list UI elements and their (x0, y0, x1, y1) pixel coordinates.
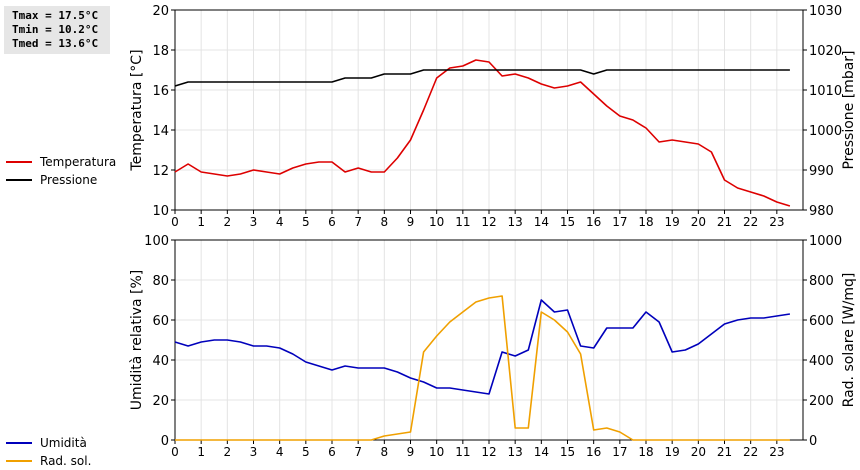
legend-swatch (6, 161, 32, 163)
x-tick-label: 3 (250, 445, 258, 459)
legend-top: Temperatura Pressione (6, 153, 116, 189)
x-tick-label: 17 (612, 445, 627, 459)
legend-label: Umidità (40, 436, 87, 450)
y2-tick-label: 800 (809, 274, 834, 289)
x-tick-label: 21 (717, 215, 732, 229)
x-tick-label: 9 (407, 215, 415, 229)
x-tick-label: 3 (250, 215, 258, 229)
y-tick-label: 100 (144, 234, 169, 249)
legend-swatch (6, 442, 32, 444)
series-line-rad-sol- (175, 295, 790, 441)
x-tick-label: 5 (302, 445, 310, 459)
x-tick-label: 10 (429, 215, 444, 229)
y-axis-label: Umidità relativa [%] (129, 270, 145, 411)
x-tick-label: 20 (691, 215, 706, 229)
plot-frame (174, 9, 804, 211)
y2-tick-label: 1020 (809, 44, 842, 59)
x-tick-label: 18 (638, 445, 653, 459)
y2-tick-label: 400 (809, 354, 834, 369)
y2-tick-label: 600 (809, 314, 834, 329)
plot-frame (174, 239, 804, 441)
series-line-pressione (174, 69, 790, 87)
y2-tick-label: 1000 (809, 124, 842, 139)
y2-tick-label: 1010 (809, 84, 842, 99)
x-tick-label: 14 (534, 445, 549, 459)
legend-item: Umidità (6, 434, 91, 452)
x-tick-label: 16 (586, 445, 601, 459)
x-tick-label: 16 (586, 215, 601, 229)
x-tick-label: 9 (407, 445, 415, 459)
series-line-umidit- (174, 299, 791, 395)
x-tick-label: 0 (171, 445, 179, 459)
charts-svg: 0 1 2 3 4 5 6 7 8 9 10 11 12 13 14 15 16 17 18 19 20 21 22 2310… (129, 4, 857, 459)
y-tick-label: 14 (152, 124, 169, 139)
x-tick-label: 7 (354, 445, 362, 459)
stat-tmax: Tmax = 17.5°C (12, 9, 99, 22)
y-tick-label: 20 (152, 394, 169, 409)
x-tick-label: 6 (328, 445, 336, 459)
x-tick-label: 4 (276, 445, 284, 459)
x-tick-label: 1 (197, 215, 205, 229)
legend-label: Pressione (40, 173, 98, 187)
y-tick-label: 16 (152, 84, 169, 99)
legend-item: Temperatura (6, 153, 116, 171)
x-tick-label: 11 (455, 215, 470, 229)
y-tick-label: 18 (152, 44, 169, 59)
y-tick-label: 0 (161, 434, 169, 449)
x-tick-label: 13 (508, 215, 523, 229)
x-tick-label: 2 (224, 445, 232, 459)
y-tick-label: 60 (152, 314, 169, 329)
x-tick-label: 5 (302, 215, 310, 229)
x-tick-label: 23 (769, 215, 784, 229)
x-tick-label: 14 (534, 215, 549, 229)
x-tick-label: 8 (381, 215, 389, 229)
y2-tick-label: 980 (809, 204, 834, 219)
y2-tick-label: 200 (809, 394, 834, 409)
x-tick-label: 10 (429, 445, 444, 459)
y2-tick-label: 1030 (809, 4, 842, 19)
legend-swatch (6, 179, 32, 181)
x-tick-label: 19 (665, 215, 680, 229)
x-tick-label: 15 (560, 445, 575, 459)
x-tick-label: 12 (481, 445, 496, 459)
x-tick-label: 6 (328, 215, 336, 229)
x-tick-label: 0 (171, 215, 179, 229)
y-tick-label: 20 (152, 4, 169, 19)
y-tick-label: 10 (152, 204, 169, 219)
y-tick-label: 12 (152, 164, 169, 179)
x-tick-label: 20 (691, 445, 706, 459)
y2-tick-label: 0 (809, 434, 817, 449)
y2-axis-label: Pressione [mbar] (841, 50, 857, 169)
x-tick-label: 12 (481, 215, 496, 229)
x-tick-label: 11 (455, 445, 470, 459)
series-line-temperatura (174, 59, 791, 207)
stat-tmin: Tmin = 10.2°C (12, 23, 99, 36)
x-tick-label: 19 (665, 445, 680, 459)
x-tick-label: 4 (276, 215, 284, 229)
y2-axis-label: Rad. solare [W/mq] (841, 273, 857, 408)
y-tick-label: 80 (152, 274, 169, 289)
x-tick-label: 7 (354, 215, 362, 229)
x-tick-label: 13 (508, 445, 523, 459)
stats-box: Tmax = 17.5°C Tmin = 10.2°C Tmed = 13.6°… (4, 6, 110, 54)
x-tick-label: 22 (743, 215, 758, 229)
legend-swatch (6, 460, 32, 462)
x-tick-label: 21 (717, 445, 732, 459)
x-tick-label: 22 (743, 445, 758, 459)
y-tick-label: 40 (152, 354, 169, 369)
x-tick-label: 18 (638, 215, 653, 229)
stat-tmed: Tmed = 13.6°C (12, 37, 99, 50)
x-tick-label: 23 (769, 445, 784, 459)
x-tick-label: 15 (560, 215, 575, 229)
x-tick-label: 1 (197, 445, 205, 459)
legend-label: Temperatura (40, 155, 117, 169)
legend-item: Pressione (6, 171, 116, 189)
x-tick-label: 2 (224, 215, 232, 229)
y2-tick-label: 1000 (809, 234, 842, 249)
y-axis-label: Temperatura [°C] (129, 49, 145, 171)
x-tick-label: 8 (381, 445, 389, 459)
x-tick-label: 17 (612, 215, 627, 229)
y2-tick-label: 990 (809, 164, 834, 179)
